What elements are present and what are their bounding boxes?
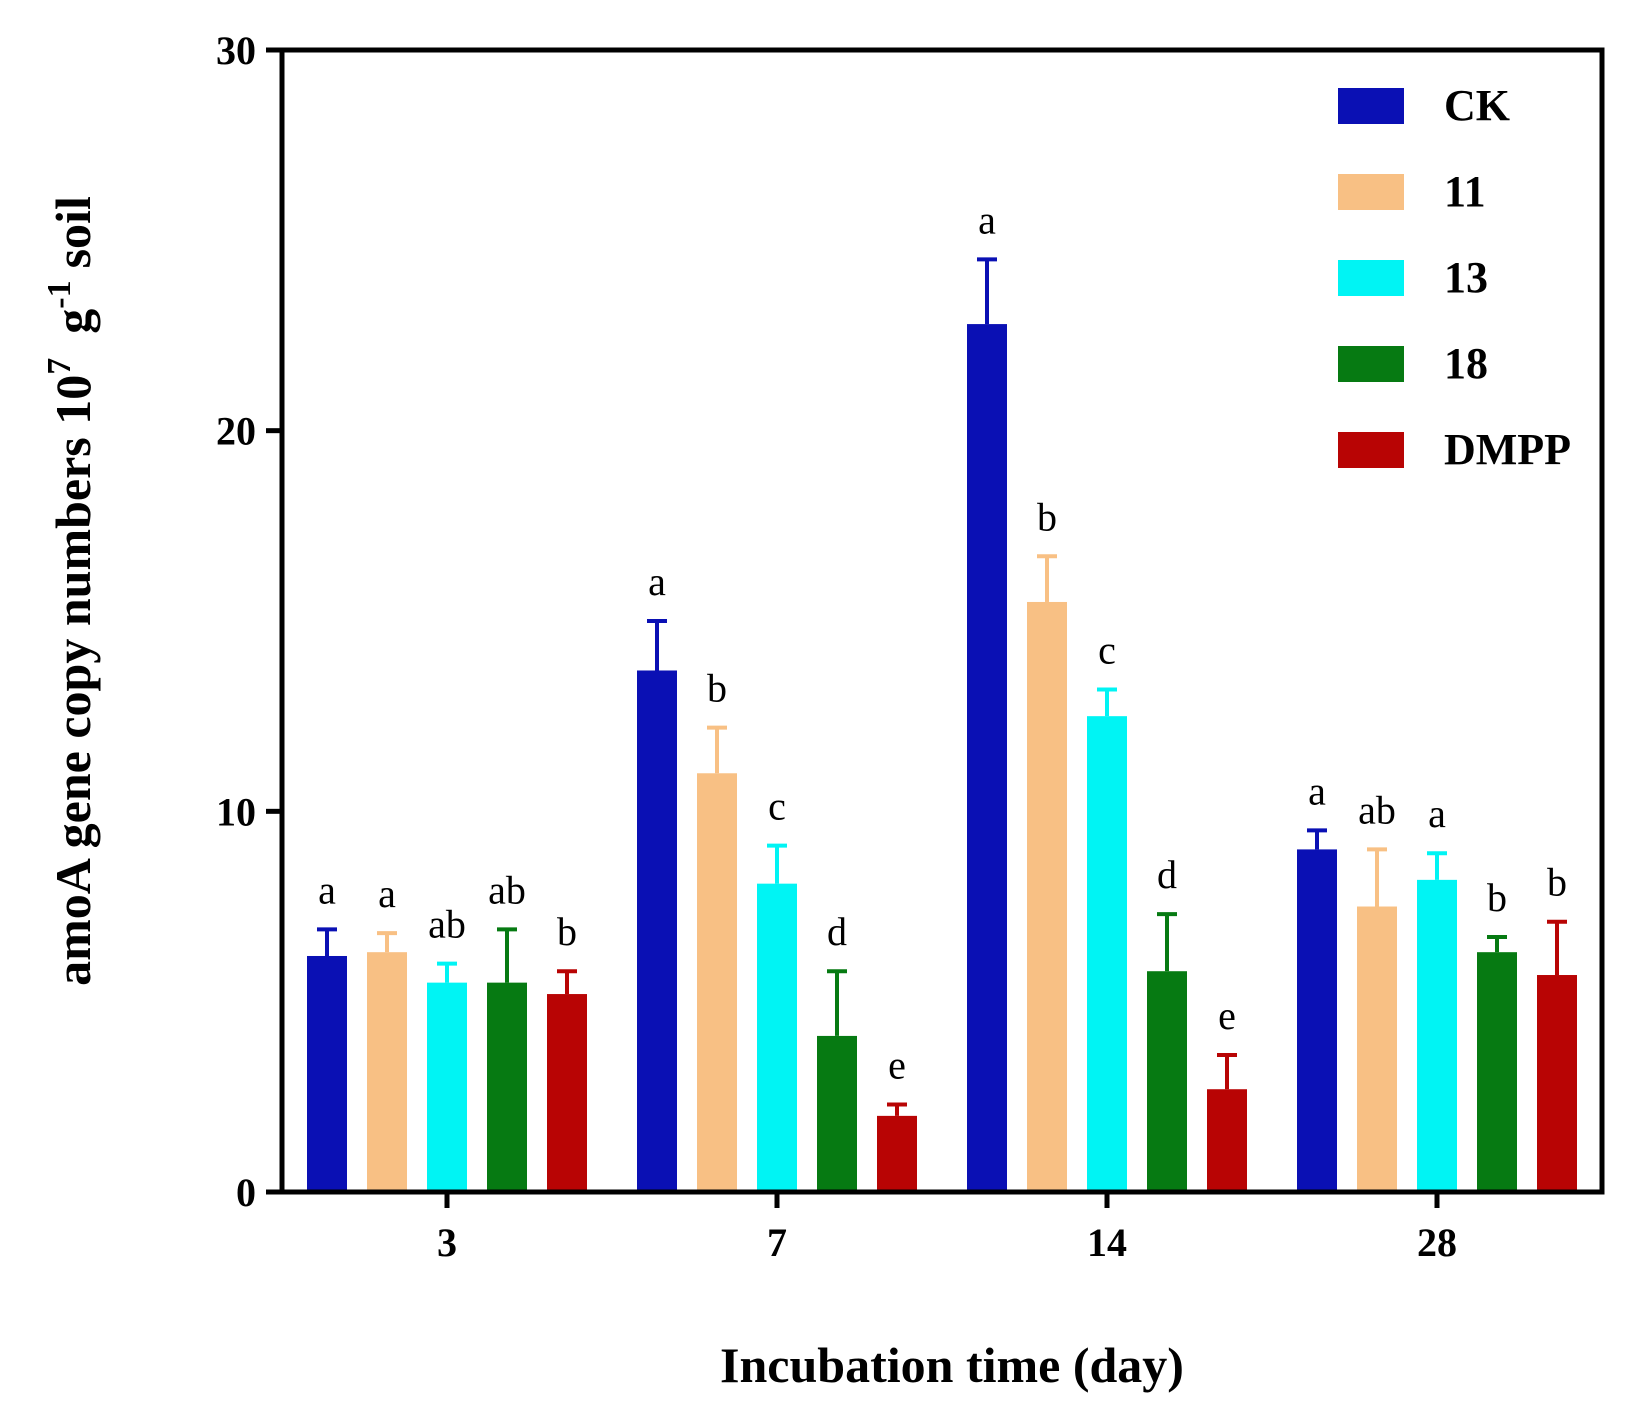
sig-letter-ck-day-28: a [1308,768,1326,813]
bar-ck-day-14 [967,324,1007,1193]
legend-swatch-13 [1338,260,1404,296]
legend-swatch-ck [1338,88,1404,124]
bar-18-day-28 [1477,952,1517,1192]
bar-13-day-7 [757,883,797,1192]
error-bars-layer [317,257,1567,1116]
error-bar-18-day-14 [1157,912,1177,972]
error-bar-dmpp-day-14 [1217,1052,1237,1090]
sig-letter-dmpp-day-14: e [1218,993,1236,1038]
bar-11-day-7 [697,773,737,1192]
error-bar-dmpp-day-3 [557,969,577,995]
sig-letter-ck-day-14: a [978,197,996,242]
bar-ck-day-3 [307,955,347,1192]
bar-11-day-3 [367,952,407,1192]
axes-layer: 3 7 14 28 0 10 20 30 [216,28,1605,1265]
bar-11-day-14 [1027,601,1067,1192]
x-tick-label-14: 14 [1087,1220,1127,1265]
legend: CK 11 13 18 DMPP [1338,81,1571,474]
y-axis-title-tail: soil [45,196,101,268]
error-bar-13-day-3 [437,961,457,983]
y-tick-label-10: 10 [216,789,256,834]
y-axis-title-main: amoA gene copy numbers 10 [45,375,101,986]
bar-18-day-14 [1147,971,1187,1192]
legend-label-11: 11 [1444,167,1486,216]
legend-item-ck: CK [1338,81,1510,130]
sig-letter-11-day-3: a [378,871,396,916]
bar-18-day-3 [487,982,527,1192]
legend-item-13: 13 [1338,253,1488,302]
bar-dmpp-day-14 [1207,1089,1247,1192]
sig-letter-13-day-3: ab [428,902,466,947]
error-bar-13-day-28 [1427,851,1447,880]
sig-letter-ck-day-7: a [648,559,666,604]
y-axis-title-unit-exponent: -1 [41,280,78,308]
sig-letter-18-day-3: ab [488,867,526,912]
bar-18-day-7 [817,1035,857,1192]
error-bar-11-day-28 [1367,847,1387,907]
x-axis-title: Incubation time (day) [720,1337,1184,1393]
sig-letter-13-day-28: a [1428,791,1446,836]
sig-letter-11-day-14: b [1037,494,1057,539]
error-bar-ck-day-14 [977,257,997,325]
legend-item-dmpp: DMPP [1338,425,1571,474]
bar-13-day-3 [427,982,467,1192]
sig-letter-dmpp-day-7: e [888,1042,906,1087]
error-bar-13-day-14 [1097,687,1117,717]
bar-ck-day-28 [1297,849,1337,1192]
legend-label-13: 13 [1444,253,1488,302]
y-tick-label-20: 20 [216,409,256,454]
bar-13-day-28 [1417,879,1457,1192]
bar-dmpp-day-7 [877,1115,917,1192]
sig-letter-ck-day-3: a [318,867,336,912]
sig-letter-dmpp-day-3: b [557,909,577,954]
plot-frame [279,47,1605,1195]
bars-layer [307,324,1577,1193]
legend-label-ck: CK [1444,81,1510,130]
legend-swatch-18 [1338,346,1404,382]
bar-13-day-14 [1087,716,1127,1192]
sig-letter-18-day-14: d [1157,852,1177,897]
x-tick-label-28: 28 [1417,1220,1457,1265]
y-axis-title-unit: g [45,309,101,334]
error-bar-ck-day-3 [317,927,337,956]
error-bar-18-day-7 [827,969,847,1036]
legend-swatch-11 [1338,174,1404,210]
error-bar-ck-day-28 [1307,828,1327,850]
error-bar-11-day-3 [377,931,397,953]
legend-item-11: 11 [1338,167,1486,216]
error-bar-13-day-7 [767,843,787,884]
bar-dmpp-day-28 [1537,975,1577,1192]
bar-ck-day-7 [637,670,677,1192]
legend-label-dmpp: DMPP [1444,425,1571,474]
sig-letter-18-day-28: b [1487,875,1507,920]
y-tick-label-0: 0 [236,1170,256,1215]
sig-letter-13-day-7: c [768,784,786,829]
legend-swatch-dmpp [1338,432,1404,468]
error-bar-18-day-3 [497,927,517,983]
bar-dmpp-day-3 [547,994,587,1192]
x-tick-label-7: 7 [767,1220,787,1265]
error-bar-11-day-14 [1037,554,1057,602]
error-bar-11-day-7 [707,725,727,774]
sig-letter-11-day-28: ab [1358,787,1396,832]
error-bar-18-day-28 [1487,934,1507,953]
legend-label-18: 18 [1444,339,1488,388]
legend-item-18: 18 [1338,339,1488,388]
bar-11-day-28 [1357,906,1397,1192]
error-bar-dmpp-day-28 [1547,919,1567,976]
sig-letter-11-day-7: b [707,666,727,711]
sig-letter-18-day-7: d [827,909,847,954]
error-bar-dmpp-day-7 [887,1102,907,1116]
error-bar-ck-day-7 [647,619,667,671]
y-axis-title-exponent: 7 [41,358,78,375]
sig-letter-13-day-14: c [1098,628,1116,673]
y-tick-label-30: 30 [216,28,256,73]
sig-letter-dmpp-day-28: b [1547,860,1567,905]
y-axis-title: amoA gene copy numbers 107 g-1 soil [41,196,101,986]
x-tick-label-3: 3 [437,1220,457,1265]
